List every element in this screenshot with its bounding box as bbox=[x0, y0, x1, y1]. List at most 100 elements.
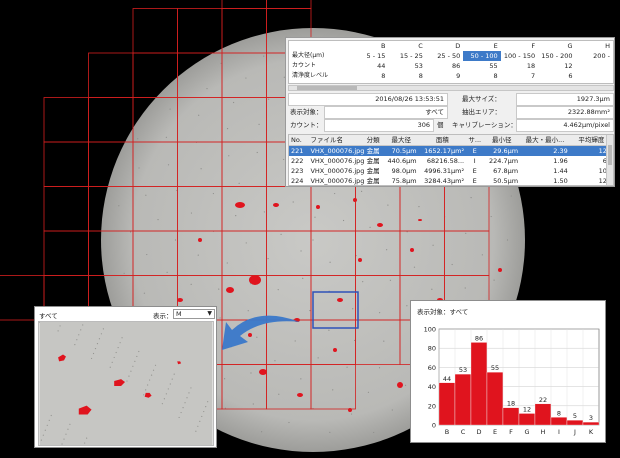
speck bbox=[90, 357, 93, 359]
speck bbox=[205, 406, 207, 408]
max-size-label: 最大サイズ： bbox=[462, 95, 501, 103]
speck bbox=[283, 76, 285, 78]
selection-box[interactable] bbox=[312, 291, 359, 329]
column-header[interactable]: 最大・最小... bbox=[520, 135, 570, 146]
size-table-cell[interactable]: 86 bbox=[451, 62, 461, 70]
size-table-cell[interactable]: 18 bbox=[526, 62, 536, 70]
speck bbox=[245, 77, 247, 79]
speck bbox=[180, 411, 182, 414]
column-header[interactable]: 最大径 bbox=[384, 135, 419, 146]
speck bbox=[167, 388, 169, 390]
speck bbox=[128, 375, 130, 377]
size-table-cell[interactable]: 6 bbox=[568, 72, 573, 80]
size-table-cell[interactable]: 25 - 50 bbox=[437, 52, 461, 60]
size-table-cell[interactable]: B bbox=[380, 42, 386, 50]
particle bbox=[358, 258, 362, 262]
speck bbox=[238, 182, 240, 184]
vertical-scrollbar[interactable] bbox=[606, 135, 613, 185]
column-header[interactable]: 平均輝度 bbox=[569, 135, 613, 146]
size-table-cell[interactable]: 44 bbox=[377, 62, 386, 70]
data-label: 22 bbox=[539, 396, 547, 404]
display-label: 表示： bbox=[153, 312, 173, 320]
speck bbox=[190, 387, 192, 389]
size-table-cell[interactable]: 8 bbox=[381, 72, 386, 80]
speck bbox=[190, 283, 192, 285]
column-header[interactable]: No. bbox=[289, 135, 309, 146]
speck bbox=[80, 329, 82, 331]
size-table-cell[interactable]: 12 bbox=[564, 62, 573, 70]
speck bbox=[413, 266, 416, 268]
column-header[interactable]: 面積 bbox=[418, 135, 467, 146]
column-header[interactable]: 分類 bbox=[364, 135, 385, 146]
size-table-cell[interactable]: 200 - bbox=[593, 52, 610, 60]
speck bbox=[117, 346, 119, 349]
speck bbox=[173, 373, 175, 375]
size-table-cell[interactable]: F bbox=[531, 42, 536, 50]
table-cell: VHX_000076.jpg bbox=[310, 167, 365, 175]
display-select[interactable]: M ▼ bbox=[173, 309, 215, 319]
data-label: 86 bbox=[475, 334, 483, 342]
table-cell: 3284.43µm² bbox=[424, 177, 465, 185]
size-table-cell[interactable] bbox=[576, 61, 613, 71]
speck bbox=[186, 397, 188, 399]
speck bbox=[233, 101, 235, 104]
size-table-cell[interactable]: 150 - 200 bbox=[541, 52, 573, 60]
size-table-cell[interactable]: 8 bbox=[493, 72, 498, 80]
table-row[interactable]: 224 VHX_000076.jpg 金属 75.8µm 3284.43µm² E 50.5… bbox=[289, 176, 613, 185]
size-table-cell[interactable]: 8 bbox=[418, 72, 423, 80]
count-label: カウント： bbox=[290, 121, 323, 129]
size-table-cell[interactable]: H bbox=[605, 42, 610, 50]
table-cell: 75.8µm bbox=[391, 177, 417, 185]
speck bbox=[263, 55, 265, 57]
speck bbox=[386, 249, 388, 251]
size-table-cell[interactable]: 50 - 100 bbox=[463, 51, 501, 61]
speck bbox=[100, 333, 102, 335]
column-header[interactable]: ファイル名 bbox=[308, 135, 365, 146]
y-tick-label: 60 bbox=[428, 364, 436, 372]
data-label: 12 bbox=[523, 405, 531, 413]
speck bbox=[199, 420, 201, 422]
size-table-cell[interactable]: 7 bbox=[530, 72, 536, 80]
size-table-row: カウント 44 53 86 55 18 12 bbox=[289, 61, 613, 71]
speck bbox=[102, 328, 104, 330]
size-table-cell[interactable]: 5 - 15 bbox=[366, 52, 386, 60]
table-row[interactable]: 222 VHX_000076.jpg 金属 440.6µm 68216.58... I 22… bbox=[289, 156, 613, 166]
column-header[interactable]: 最小径 bbox=[483, 135, 521, 146]
table-row[interactable]: 223 VHX_000076.jpg 金属 98.0µm 4996.31µm² E 67.8… bbox=[289, 166, 613, 176]
x-tick-label: C bbox=[461, 428, 466, 436]
size-table-cell[interactable]: 55 bbox=[489, 62, 498, 70]
data-label: 18 bbox=[507, 400, 515, 408]
area-label: 抽出エリア： bbox=[462, 108, 501, 116]
size-table-cell[interactable]: 9 bbox=[456, 72, 461, 80]
table-cell: I bbox=[473, 157, 476, 165]
size-table-cell[interactable]: C bbox=[418, 42, 423, 50]
speck bbox=[391, 409, 393, 411]
size-table-cell[interactable]: 100 - 150 bbox=[503, 52, 536, 60]
table-cell: 29.6µm bbox=[483, 145, 521, 156]
speck bbox=[109, 366, 111, 368]
column-header[interactable]: サ... bbox=[466, 135, 484, 146]
size-table-cell[interactable]: G bbox=[567, 42, 573, 50]
max-size-value: 1927.3µm bbox=[516, 93, 614, 106]
size-table-cell[interactable]: 15 - 25 bbox=[399, 52, 423, 60]
bar bbox=[470, 342, 488, 426]
table-cell: 金属 bbox=[364, 145, 385, 156]
speck bbox=[146, 253, 148, 256]
speck bbox=[346, 366, 348, 368]
speck bbox=[163, 398, 165, 400]
size-table-cell[interactable]: 53 bbox=[414, 62, 423, 70]
speck bbox=[138, 350, 140, 353]
y-tick-label: 80 bbox=[428, 345, 436, 353]
table-row[interactable]: 221 VHX_000076.jpg 金属 70.5µm 1652.17µm² E 29.6… bbox=[289, 145, 613, 156]
speck bbox=[292, 201, 294, 203]
particle bbox=[397, 382, 403, 388]
size-table-cell[interactable]: E bbox=[493, 42, 498, 50]
table-cell: 68216.58... bbox=[426, 157, 465, 165]
speck bbox=[252, 403, 254, 405]
y-tick-label: 0 bbox=[432, 422, 436, 430]
speck bbox=[121, 337, 123, 339]
size-table-cell[interactable]: D bbox=[455, 42, 461, 50]
size-table-cell[interactable] bbox=[576, 71, 613, 81]
horizontal-scrollbar[interactable] bbox=[288, 85, 614, 91]
speck bbox=[493, 279, 495, 281]
